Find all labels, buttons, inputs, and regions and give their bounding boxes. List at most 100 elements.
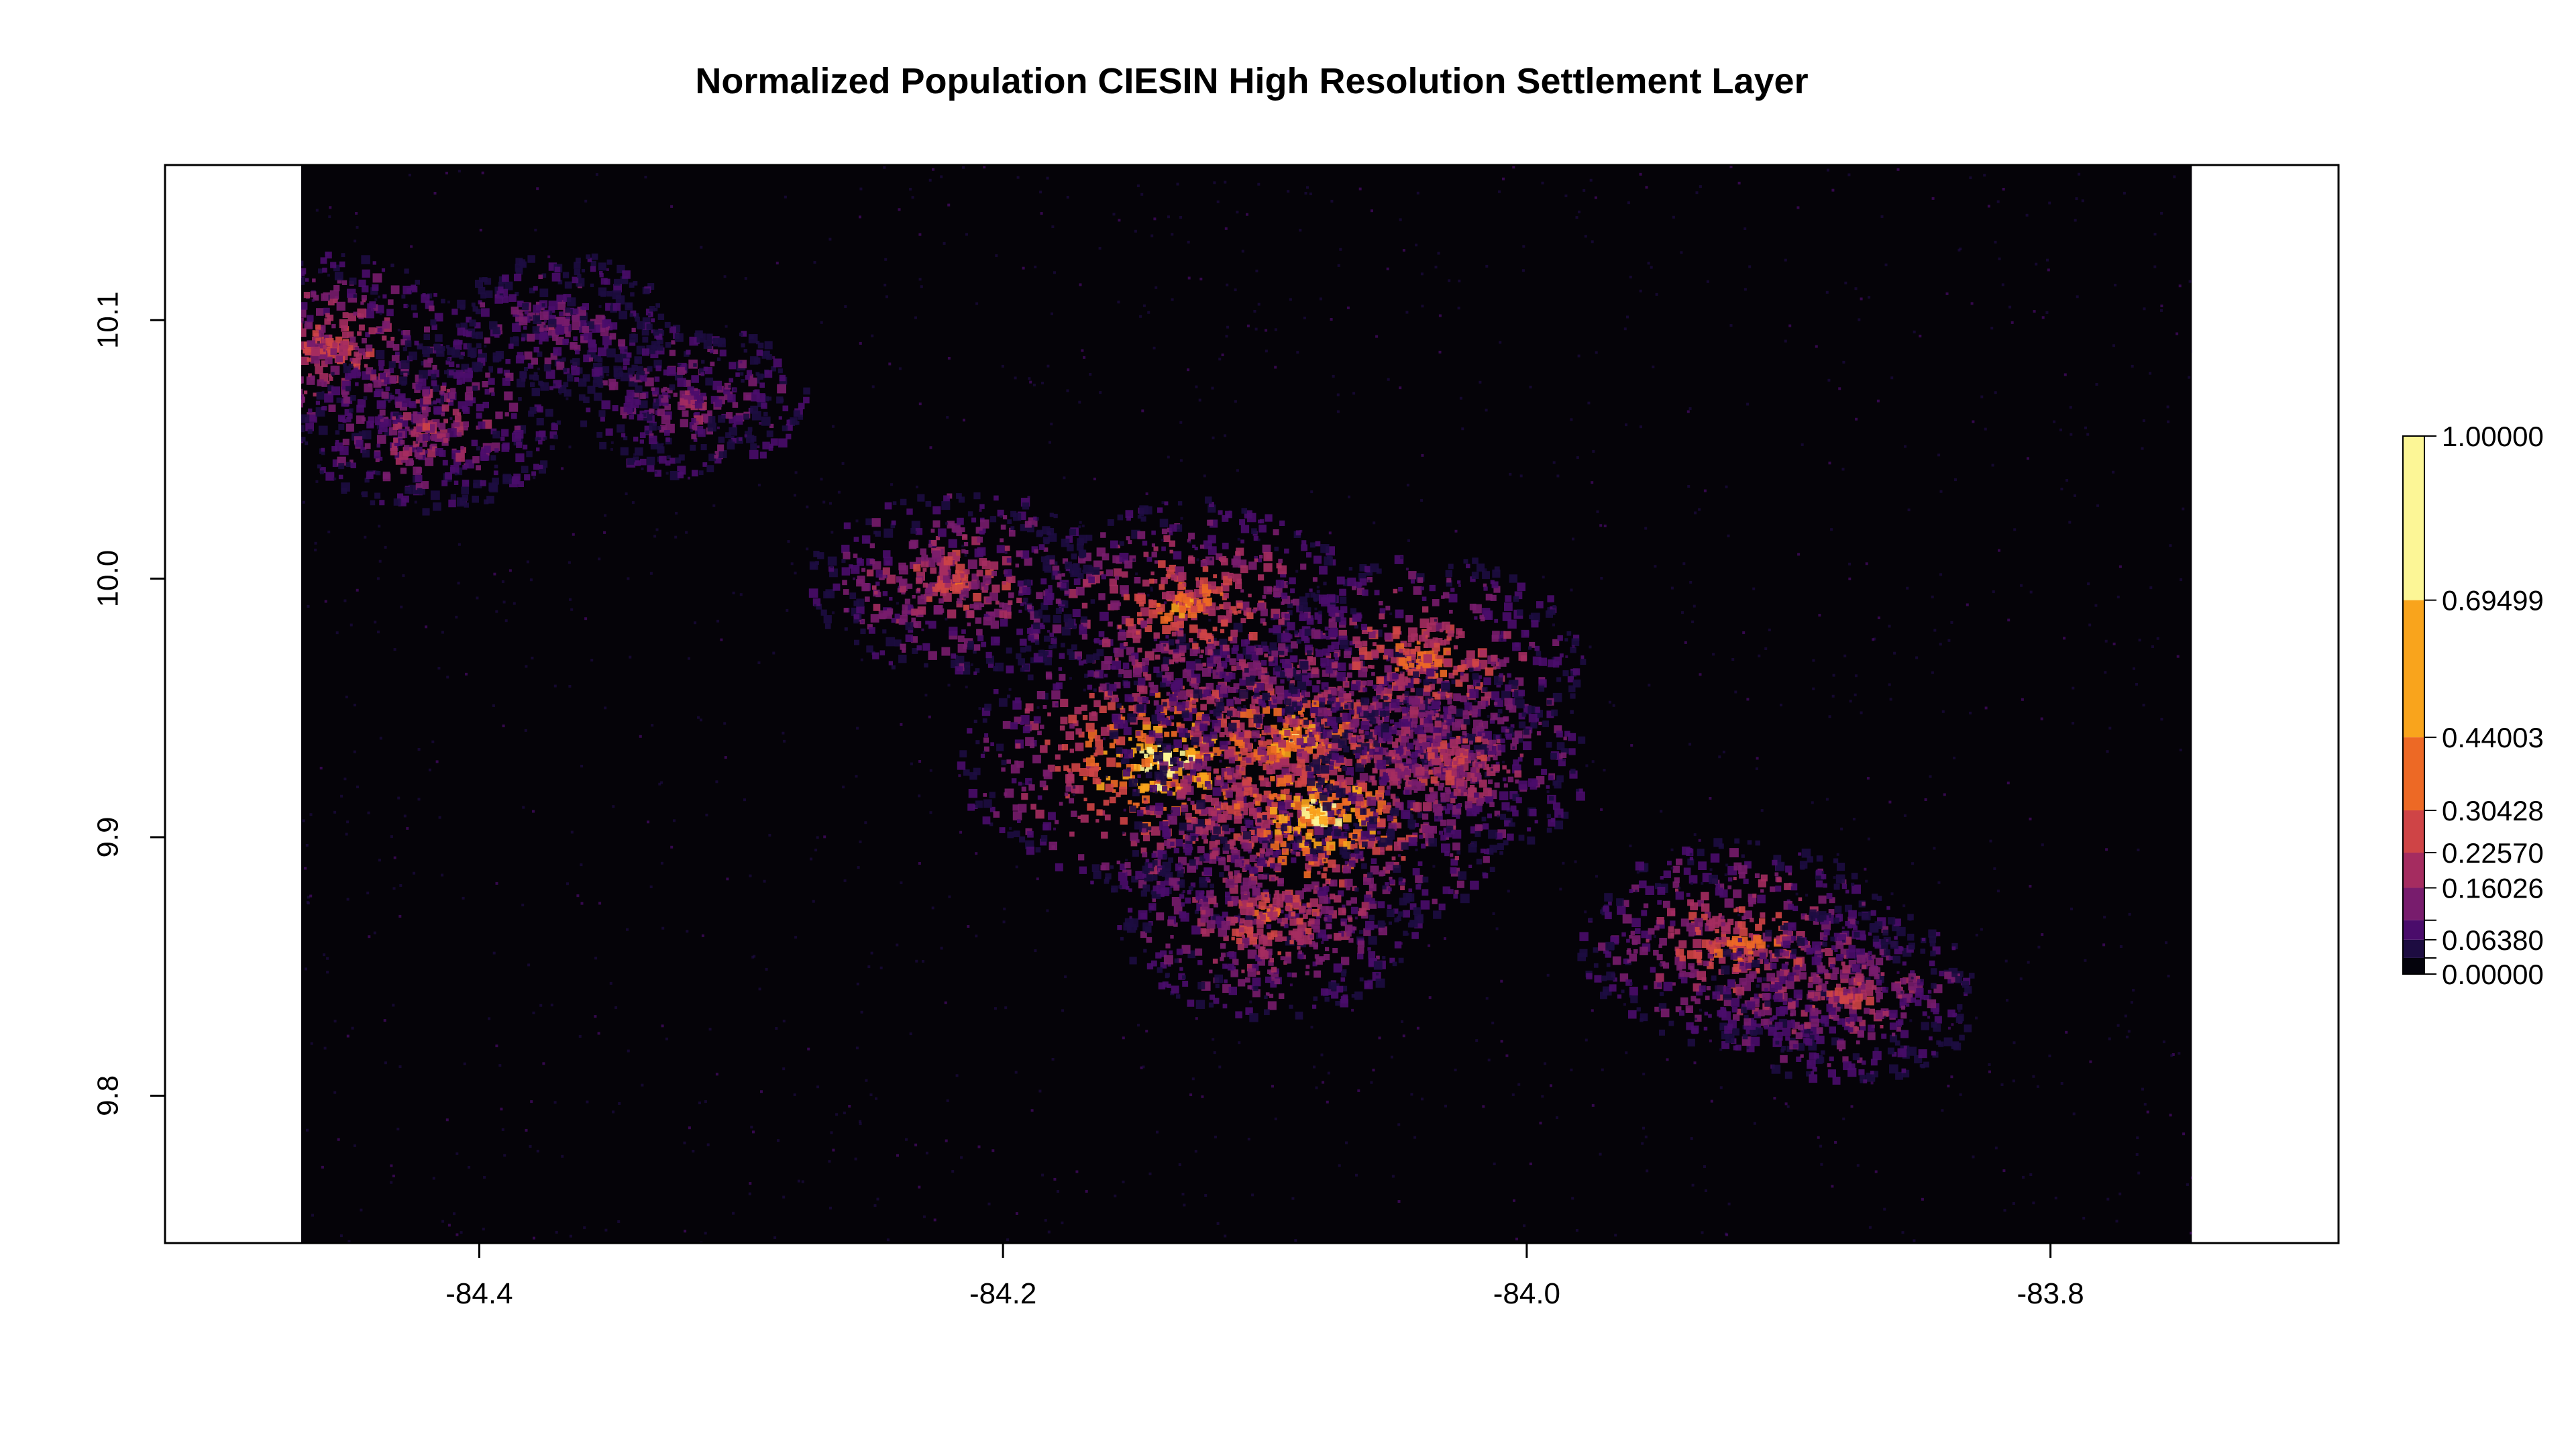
- settlement-pixel: [1404, 769, 1411, 776]
- settlement-pixel: [1421, 843, 1426, 849]
- settlement-pixel: [870, 614, 879, 623]
- settlement-pixel: [905, 622, 914, 631]
- settlement-pixel: [1147, 749, 1152, 753]
- settlement-pixel: [910, 636, 918, 643]
- settlement-pixel: [1073, 578, 1081, 586]
- settlement-pixel: [1605, 951, 1611, 958]
- settlement-pixel: [1301, 756, 1307, 761]
- settlement-pixel: [1194, 910, 1199, 914]
- settlement-pixel: [1267, 745, 1277, 755]
- settlement-pixel: [1128, 778, 1137, 787]
- settlement-pixel: [1034, 634, 1039, 639]
- settlement-pixel: [1457, 665, 1464, 672]
- settlement-pixel: [991, 584, 1000, 593]
- settlement-pixel: [1600, 909, 1605, 914]
- settlement-pixel: [1513, 596, 1519, 602]
- settlement-pixel: [1675, 888, 1679, 892]
- settlement-pixel: [1064, 588, 1070, 594]
- settlement-pixel: [1481, 816, 1487, 822]
- settlement-pixel: [1467, 733, 1477, 743]
- settlement-pixel: [1892, 923, 1900, 932]
- settlement-pixel: [1441, 843, 1450, 853]
- settlement-pixel: [1477, 731, 1483, 737]
- settlement-pixel: [1473, 812, 1477, 816]
- settlement-pixel: [1095, 739, 1103, 747]
- settlement-pixel: [1149, 690, 1155, 696]
- settlement-pixel: [1119, 781, 1128, 790]
- settlement-pixel: [1435, 735, 1442, 742]
- settlement-pixel: [1495, 833, 1503, 840]
- settlement-pixel: [1338, 767, 1342, 772]
- settlement-pixel: [1826, 893, 1833, 899]
- settlement-pixel: [1214, 649, 1220, 655]
- settlement-pixel: [1287, 740, 1291, 745]
- settlement-pixel: [1371, 665, 1375, 669]
- settlement-pixel: [1130, 775, 1136, 780]
- settlement-pixel: [1709, 956, 1715, 961]
- settlement-pixel: [1538, 721, 1542, 725]
- settlement-pixel: [1368, 737, 1376, 744]
- settlement-pixel: [1036, 529, 1044, 537]
- settlement-pixel: [1122, 571, 1128, 578]
- settlement-pixel: [1314, 792, 1322, 800]
- settlement-pixel: [1187, 557, 1195, 564]
- settlement-pixel: [1109, 743, 1115, 749]
- settlement-pixel: [1527, 706, 1536, 714]
- settlement-pixel: [907, 583, 913, 589]
- settlement-pixel: [1352, 586, 1356, 590]
- settlement-pixel: [1776, 970, 1784, 978]
- settlement-pixel: [1122, 662, 1130, 669]
- settlement-pixel: [1126, 516, 1131, 521]
- settlement-pixel: [1209, 737, 1216, 744]
- settlement-pixel: [1263, 552, 1273, 561]
- settlement-pixel: [1451, 746, 1460, 755]
- settlement-pixel: [1406, 758, 1412, 764]
- settlement-pixel: [1727, 940, 1733, 947]
- settlement-pixel: [853, 537, 859, 542]
- settlement-pixel: [1503, 840, 1509, 846]
- settlement-pixel: [1265, 835, 1272, 843]
- settlement-pixel: [1729, 848, 1739, 857]
- settlement-pixel: [1046, 673, 1053, 680]
- settlement-pixel: [1305, 804, 1313, 812]
- settlement-pixel: [865, 518, 873, 525]
- settlement-pixel: [1440, 640, 1446, 646]
- settlement-pixel: [1123, 769, 1130, 777]
- settlement-pixel: [1391, 818, 1397, 824]
- settlement-pixel: [1201, 667, 1212, 677]
- settlement-pixel: [1155, 802, 1164, 811]
- settlement-pixel: [1444, 639, 1450, 645]
- settlement-pixel: [1368, 631, 1376, 639]
- settlement-pixel: [1317, 858, 1324, 866]
- settlement-pixel: [1469, 667, 1474, 672]
- settlement-pixel: [1626, 950, 1631, 955]
- settlement-pixel: [1305, 765, 1311, 771]
- settlement-pixel: [1360, 721, 1370, 730]
- settlement-pixel: [1461, 775, 1466, 780]
- settlement-pixel: [1438, 785, 1444, 791]
- settlement-pixel: [1301, 540, 1307, 545]
- settlement-pixel: [1798, 852, 1802, 856]
- settlement-pixel: [1270, 763, 1274, 767]
- settlement-pixel: [1189, 749, 1195, 755]
- settlement-pixel: [1296, 727, 1300, 731]
- settlement-pixel: [1146, 556, 1152, 562]
- settlement-pixel: [1345, 720, 1350, 724]
- settlement-pixel: [1295, 792, 1301, 799]
- settlement-pixel: [1343, 746, 1350, 753]
- settlement-pixel: [1428, 706, 1432, 710]
- settlement-pixel: [1469, 761, 1474, 766]
- settlement-pixel: [1099, 705, 1107, 713]
- settlement-pixel: [1541, 769, 1548, 775]
- settlement-pixel: [1269, 642, 1277, 650]
- settlement-pixel: [975, 617, 982, 624]
- settlement-pixel: [1008, 592, 1014, 598]
- settlement-pixel: [1570, 693, 1576, 699]
- settlement-pixel: [1359, 578, 1367, 586]
- settlement-pixel: [967, 559, 977, 569]
- settlement-pixel: [1196, 800, 1205, 810]
- settlement-pixel: [1507, 833, 1514, 841]
- settlement-pixel: [1622, 914, 1632, 924]
- settlement-pixel: [1155, 654, 1161, 660]
- settlement-pixel: [1027, 830, 1034, 838]
